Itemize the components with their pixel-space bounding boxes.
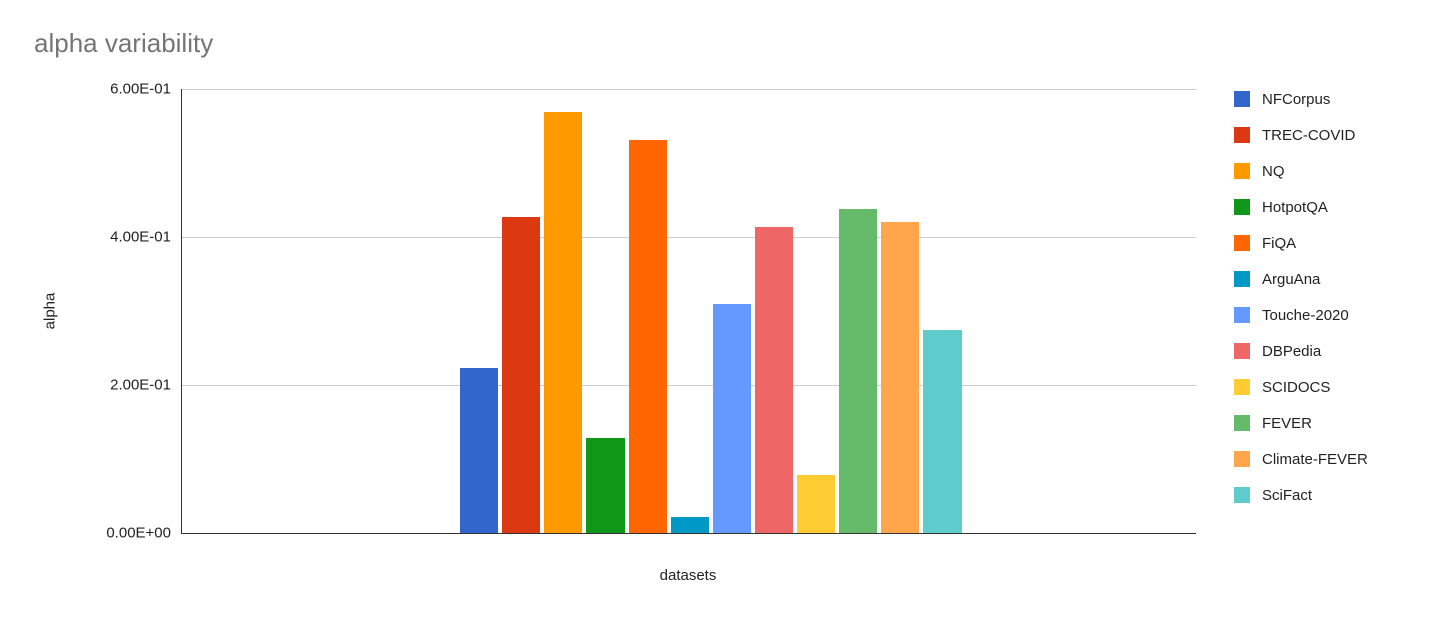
legend-swatch [1234, 271, 1250, 287]
legend-label: Climate-FEVER [1262, 451, 1368, 468]
bar [544, 112, 582, 533]
legend-item: DBPedia [1234, 333, 1368, 369]
legend-swatch [1234, 379, 1250, 395]
legend-label: HotpotQA [1262, 199, 1328, 216]
bar [839, 209, 877, 533]
chart-container: alpha variability 0.00E+002.00E-014.00E-… [0, 0, 1440, 626]
x-axis-label: datasets [660, 567, 717, 584]
bar [755, 227, 793, 533]
legend-item: SciFact [1234, 477, 1368, 513]
legend-swatch [1234, 163, 1250, 179]
bar [923, 330, 961, 534]
bar [502, 217, 540, 533]
plot-area: 0.00E+002.00E-014.00E-016.00E-01 [181, 89, 1196, 533]
legend-label: ArguAna [1262, 271, 1320, 288]
bar [586, 438, 624, 533]
x-axis-line [181, 533, 1196, 534]
legend-swatch [1234, 127, 1250, 143]
legend-item: HotpotQA [1234, 189, 1368, 225]
legend-label: NFCorpus [1262, 91, 1330, 108]
legend-item: Climate-FEVER [1234, 441, 1368, 477]
chart-title: alpha variability [34, 28, 213, 59]
y-tick-label: 4.00E-01 [110, 229, 181, 246]
legend-swatch [1234, 343, 1250, 359]
legend-label: SciFact [1262, 487, 1312, 504]
legend-item: NFCorpus [1234, 81, 1368, 117]
y-tick-label: 2.00E-01 [110, 377, 181, 394]
legend-swatch [1234, 487, 1250, 503]
bars-group [181, 89, 1196, 533]
legend-swatch [1234, 199, 1250, 215]
legend-swatch [1234, 235, 1250, 251]
legend: NFCorpus TREC-COVID NQ HotpotQA FiQA ArguAna T… [1234, 81, 1368, 513]
bar [713, 304, 751, 533]
legend-label: FiQA [1262, 235, 1296, 252]
legend-item: Touche-2020 [1234, 297, 1368, 333]
legend-item: NQ [1234, 153, 1368, 189]
bar [881, 222, 919, 533]
legend-item: TREC-COVID [1234, 117, 1368, 153]
y-axis-label: alpha [42, 293, 59, 330]
y-axis-line [181, 89, 182, 533]
legend-label: NQ [1262, 163, 1285, 180]
legend-item: FiQA [1234, 225, 1368, 261]
legend-swatch [1234, 91, 1250, 107]
legend-item: FEVER [1234, 405, 1368, 441]
legend-label: Touche-2020 [1262, 307, 1349, 324]
legend-label: FEVER [1262, 415, 1312, 432]
legend-label: SCIDOCS [1262, 379, 1330, 396]
bar [797, 475, 835, 533]
legend-label: TREC-COVID [1262, 127, 1355, 144]
bar [671, 517, 709, 533]
legend-item: ArguAna [1234, 261, 1368, 297]
bar [460, 368, 498, 533]
y-tick-label: 6.00E-01 [110, 81, 181, 98]
bar [629, 140, 667, 533]
legend-label: DBPedia [1262, 343, 1321, 360]
legend-item: SCIDOCS [1234, 369, 1368, 405]
legend-swatch [1234, 415, 1250, 431]
legend-swatch [1234, 307, 1250, 323]
y-tick-label: 0.00E+00 [106, 525, 181, 542]
legend-swatch [1234, 451, 1250, 467]
